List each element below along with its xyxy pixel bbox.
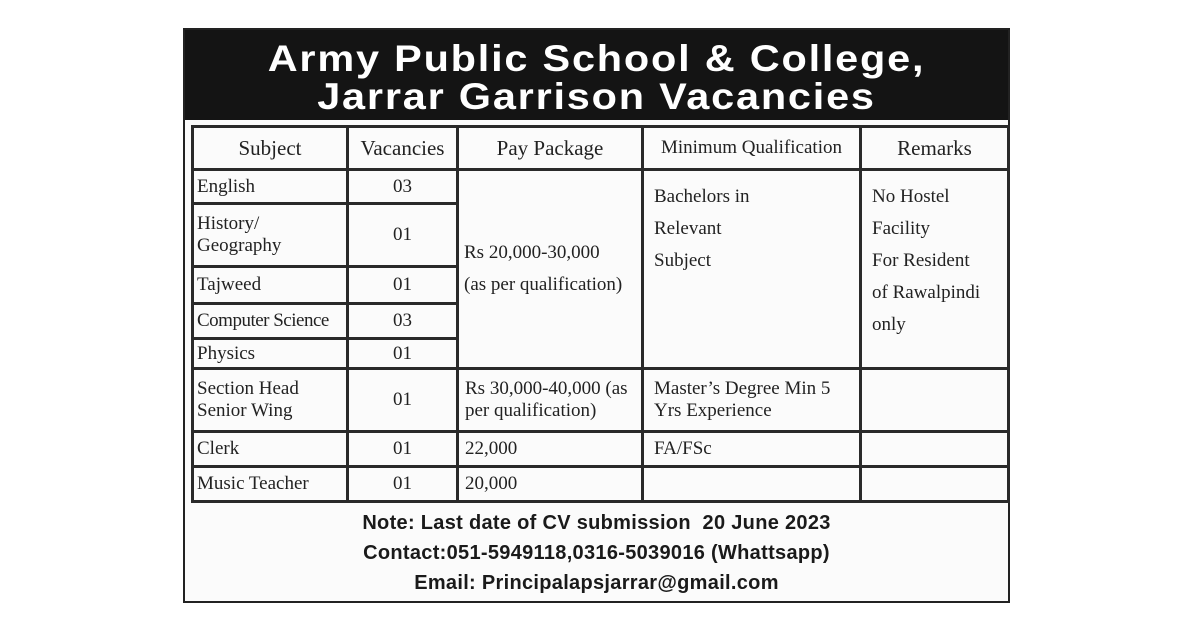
header-line-1: Army Public School & College, (267, 38, 926, 79)
email-note: Email: Principalapsjarrar@gmail.com (414, 572, 779, 594)
qualification-line: Relevant (654, 218, 722, 239)
vacancy-advertisement: Army Public School & College, Jarrar Gar… (183, 28, 1010, 603)
subject-cell: Section Head Senior Wing (191, 367, 349, 433)
qualification-cell (641, 465, 862, 503)
remarks-cell (859, 367, 1010, 433)
pay-note: (as per qualification) (464, 274, 623, 295)
qualification-cell: Master’s Degree Min 5 Yrs Experience (641, 367, 862, 433)
vacancies-cell: 03 (346, 302, 459, 340)
pay-package-cell: 20,000 (456, 465, 644, 503)
ad-header: Army Public School & College, Jarrar Gar… (185, 30, 1008, 120)
table-header-row: Subject Vacancies Pay Package Minimum Qu… (191, 125, 1010, 171)
pay-package-cell: Rs 30,000-40,000 (as per qualification) (456, 367, 644, 433)
notes: Note: Last date of CV submission 20 June… (185, 508, 1008, 598)
vacancies-table: Subject Vacancies Pay Package Minimum Qu… (191, 125, 1010, 503)
column-header: Pay Package (456, 125, 644, 171)
table-row: Clerk 01 22,000 FA/FSc (191, 430, 1010, 468)
contact-note: Contact:051-5949118,0316-5039016 (Whatts… (363, 542, 830, 564)
header-line-2: Jarrar Garrison Vacancies (317, 76, 876, 117)
remarks-line: of Rawalpindi (872, 282, 981, 303)
subject-cell: Music Teacher (191, 465, 349, 503)
qualification-cell: FA/FSc (641, 430, 862, 468)
qualification-line: Bachelors in (654, 186, 750, 207)
remarks-cell (859, 465, 1010, 503)
table-row: Section Head Senior Wing 01 Rs 30,000-40… (191, 367, 1010, 433)
remarks-line: No Hostel (872, 186, 950, 207)
pay-package-cell: 22,000 (456, 430, 644, 468)
remarks-line: only (872, 314, 906, 335)
vacancies-cell: 01 (346, 265, 459, 305)
vacancies-cell: 01 (346, 337, 459, 370)
vacancies-cell: 01 (346, 367, 459, 433)
subject-cell: Tajweed (191, 265, 349, 305)
remarks-line: For Resident (872, 250, 970, 271)
subject-cell: Clerk (191, 430, 349, 468)
qualification-cell: Bachelors in Relevant Subject (641, 168, 862, 370)
pay-range: Rs 20,000-30,000 (464, 242, 600, 263)
subject-cell: Computer Science (191, 302, 349, 340)
qualification-line: Subject (654, 250, 711, 271)
remarks-cell: No Hostel Facility For Resident of Rawal… (859, 168, 1010, 370)
table-row: Tajweed 01 (191, 265, 1009, 305)
vacancies-cell: 01 (346, 430, 459, 468)
vacancies-cell: 01 (346, 465, 459, 503)
deadline-note: Note: Last date of CV submission 20 June… (362, 512, 831, 534)
table-row: History/ Geography 01 (191, 202, 1009, 268)
remarks-line: Facility (872, 218, 931, 239)
column-header: Remarks (859, 125, 1010, 171)
pay-package-cell: Rs 20,000-30,000 (as per qualification) (456, 168, 644, 370)
table-row: Music Teacher 01 20,000 (191, 465, 1010, 503)
column-header: Minimum Qualification (641, 125, 862, 171)
subject-cell: Physics (191, 337, 349, 370)
column-header: Vacancies (346, 125, 459, 171)
vacancies-cell: 01 (346, 202, 459, 268)
vacancies-cell: 03 (346, 168, 459, 205)
remarks-cell (859, 430, 1010, 468)
subject-cell: History/ Geography (191, 202, 349, 268)
table-row: Physics 01 (191, 337, 1009, 370)
column-header: Subject (191, 125, 349, 171)
subject-cell: English (191, 168, 349, 205)
table-row: Computer Science 03 (191, 302, 1009, 340)
table-row: English 03 Rs 20,000-30,000 (as per qual… (191, 168, 1010, 370)
